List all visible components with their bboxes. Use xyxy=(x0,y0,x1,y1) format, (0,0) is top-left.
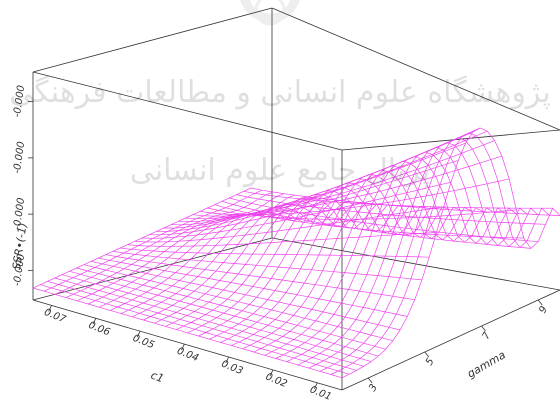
y-tick-label: 5 xyxy=(424,356,437,367)
mesh-line-c1 xyxy=(154,200,373,324)
mesh-line-c1 xyxy=(43,189,263,292)
x-tick-mark xyxy=(313,382,318,389)
mesh-line-c1 xyxy=(65,193,285,298)
mesh-line-c1 xyxy=(209,182,428,340)
mesh-line-c1 xyxy=(32,187,252,289)
mesh-line-c1 xyxy=(308,142,528,369)
x-tick-label: 0.03 xyxy=(220,359,245,378)
x-tick-label: 0.07 xyxy=(42,307,67,326)
mesh-line-c1 xyxy=(319,137,539,372)
box-edge xyxy=(32,299,343,391)
mesh-line-c1 xyxy=(297,147,517,366)
y-axis-label: gamma xyxy=(465,348,508,380)
x-tick-label: 0.05 xyxy=(131,333,156,352)
surface-mesh xyxy=(32,127,560,379)
x-tick-label: 0.01 xyxy=(308,384,333,403)
z-tick-label: -0.000 xyxy=(12,253,27,286)
y-tick-mark xyxy=(424,351,430,358)
x-tick-mark xyxy=(92,318,97,325)
z-tick-label: -0.000 xyxy=(12,141,27,174)
y-axis-ticks: 3 5 7 9 xyxy=(367,299,550,394)
mesh-line-c1 xyxy=(198,186,417,337)
y-tick-mark xyxy=(537,299,543,306)
x-tick-label: 0.04 xyxy=(175,346,200,365)
mesh-line-c1 xyxy=(187,190,406,334)
x-tick-label: 0.02 xyxy=(264,371,289,390)
box-edge xyxy=(32,7,273,73)
mesh-line-gamma xyxy=(62,274,372,362)
mesh-line-c1 xyxy=(143,202,362,321)
x-tick-mark xyxy=(269,369,274,377)
y-tick-mark xyxy=(367,377,373,384)
mesh-line-c1 xyxy=(99,197,318,308)
z-tick-label: -0.000 xyxy=(12,197,27,230)
y-tick-mark xyxy=(481,325,486,332)
mesh-line-c1 xyxy=(132,201,351,318)
box-edge xyxy=(341,289,560,391)
mesh-line-c1 xyxy=(330,132,550,375)
x-tick-mark xyxy=(225,356,230,364)
mesh-line-c1 xyxy=(275,156,494,359)
x-tick-mark xyxy=(136,331,141,338)
mesh-line-c1 xyxy=(121,200,340,314)
x-tick-label: 0.06 xyxy=(87,320,112,339)
mesh-line-c1 xyxy=(110,198,329,311)
box-edge xyxy=(32,71,343,151)
plot-box xyxy=(32,7,560,391)
mesh-line-gamma xyxy=(83,264,393,342)
mesh-line-c1 xyxy=(220,178,439,343)
y-tick-label: 3 xyxy=(367,382,380,393)
y-tick-label: 9 xyxy=(537,304,550,315)
mesh-line-c1 xyxy=(253,165,472,353)
mesh-line-c1 xyxy=(76,194,296,302)
x-axis-ticks: 0.07 0.06 0.05 0.04 0.03 0.02 0.01 xyxy=(42,305,333,403)
z-axis-ticks: -0.000 -0.000 -0.000 -0.000 xyxy=(12,85,33,287)
box-edge xyxy=(341,129,560,151)
x-tick-mark xyxy=(48,305,52,312)
mesh-line-c1 xyxy=(54,191,274,295)
mesh-line-gamma xyxy=(120,247,430,258)
mesh-line-gamma xyxy=(127,232,437,247)
mesh-line-c1 xyxy=(242,169,461,350)
y-tick-label: 7 xyxy=(481,330,494,342)
mesh-line-c1 xyxy=(176,194,395,330)
mesh-line-c1 xyxy=(264,160,483,356)
x-axis-label: c1 xyxy=(149,369,166,386)
mesh-line-c1 xyxy=(165,197,384,327)
mesh-line-c1 xyxy=(286,151,505,363)
x-tick-mark xyxy=(181,343,185,351)
box-edge xyxy=(271,7,560,131)
z-tick-label: -0.000 xyxy=(12,85,27,118)
mesh-line-c1 xyxy=(231,174,450,346)
mesh-line-c1 xyxy=(341,127,560,379)
